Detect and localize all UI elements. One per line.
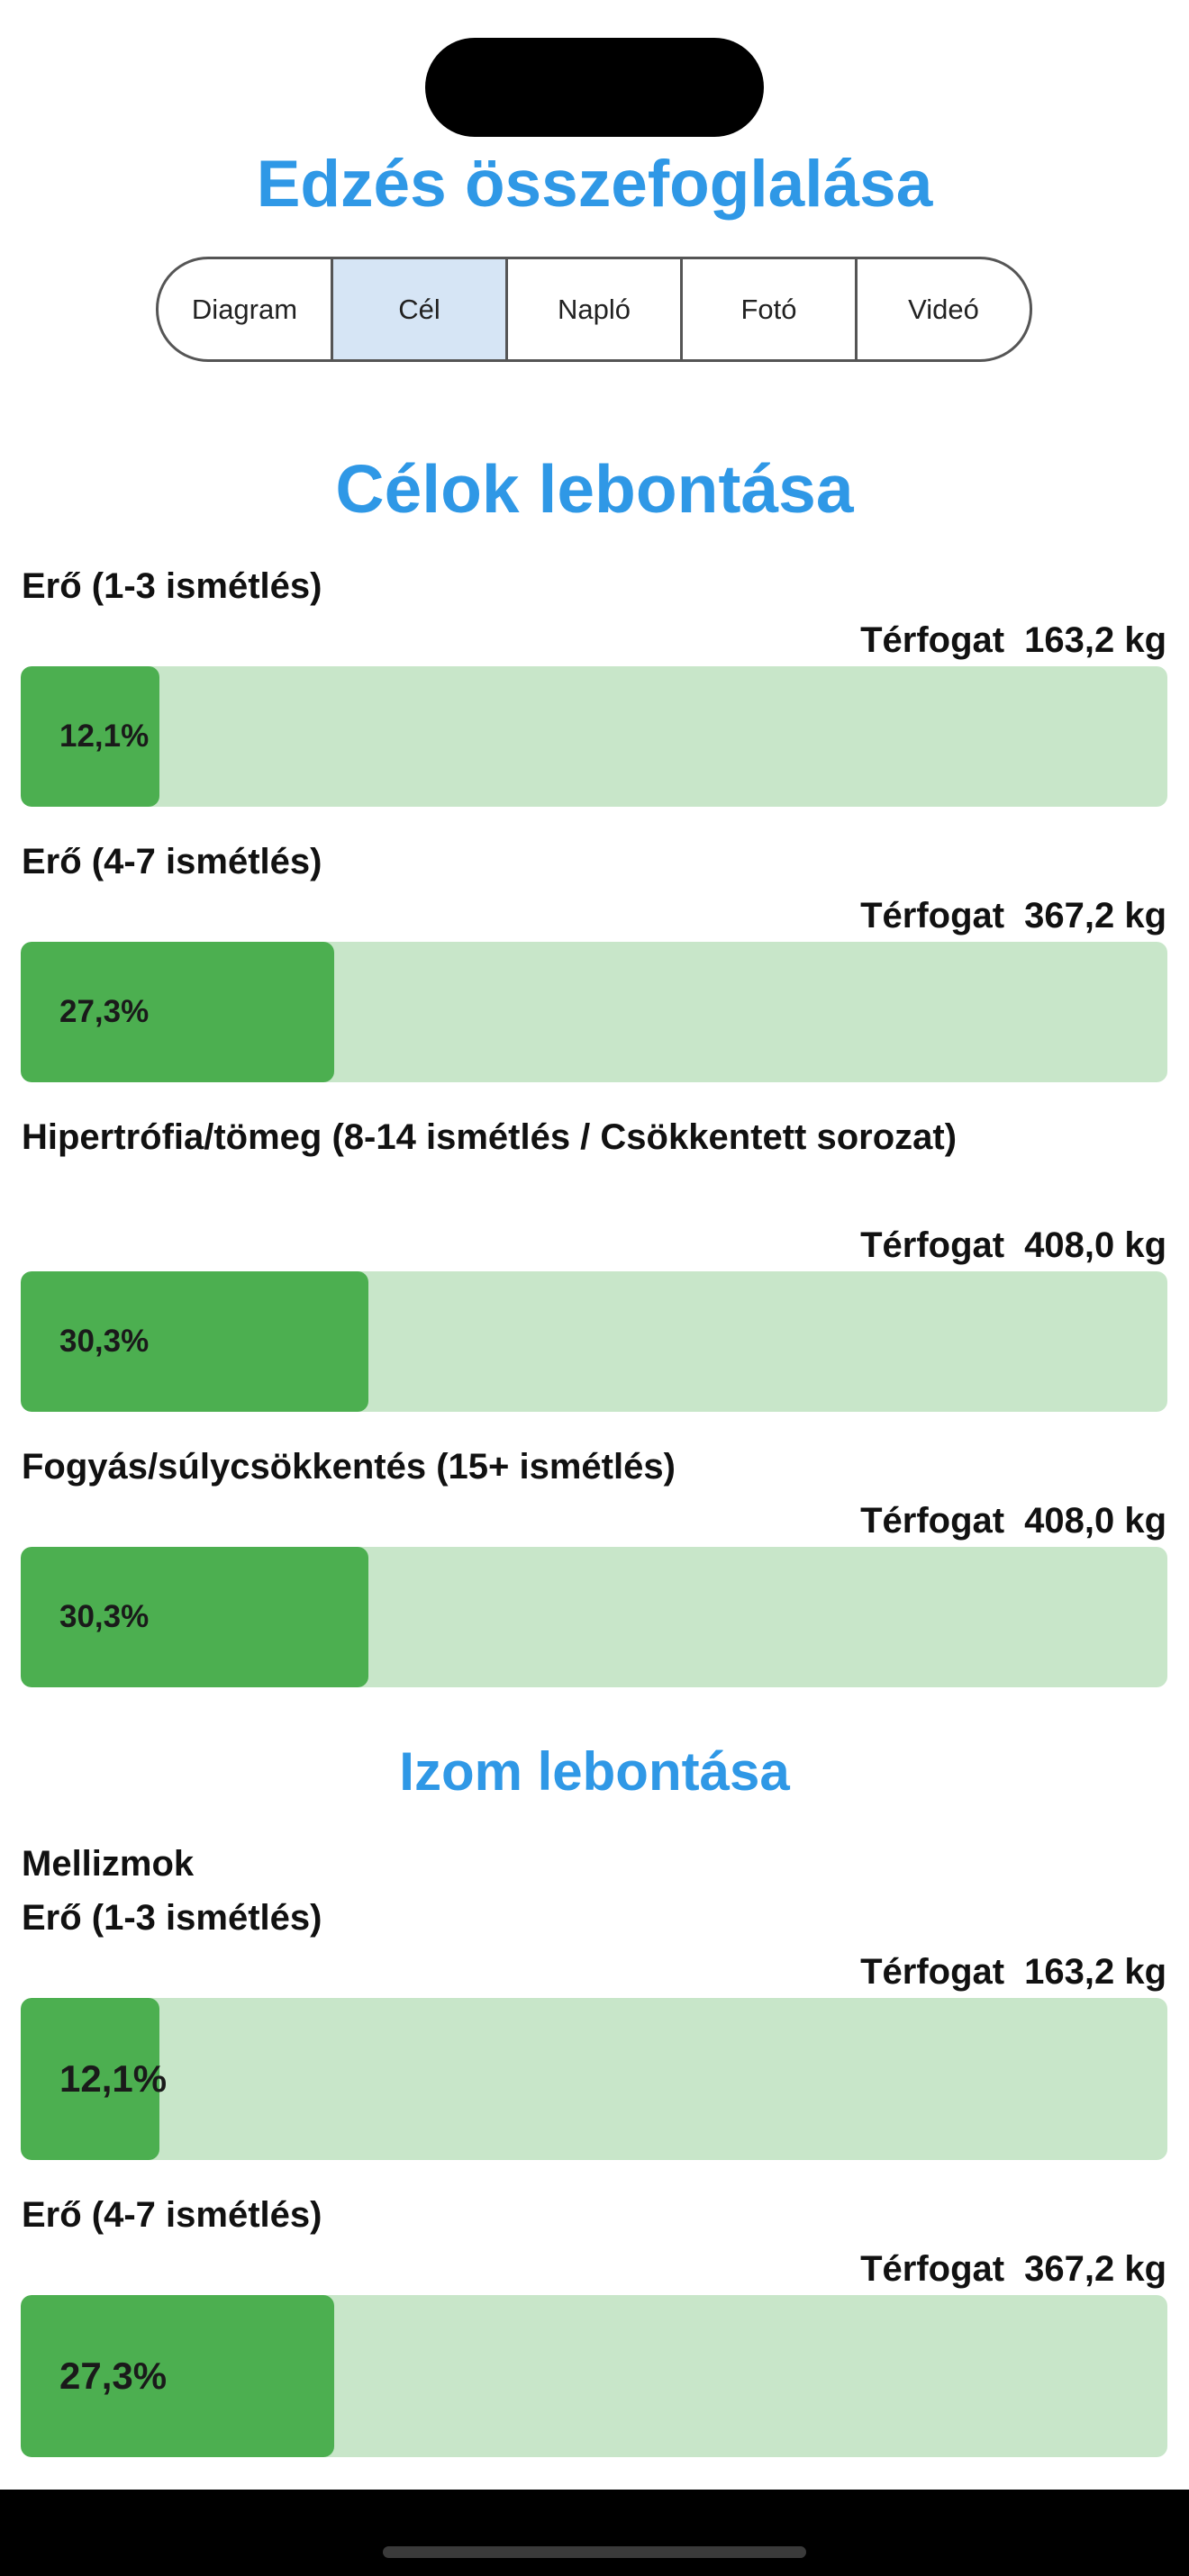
goal-progress-bar: 30,3% xyxy=(21,1271,1167,1412)
volume-value: 367,2 kg xyxy=(1024,2249,1166,2289)
volume-label: Térfogat xyxy=(860,896,1005,935)
volume-value: 163,2 kg xyxy=(1024,1952,1166,1992)
goal-progress-bar: 30,3% xyxy=(21,1547,1167,1687)
goal-volume: Térfogat 408,0 kg xyxy=(860,1494,1166,1548)
progress-percent: 30,3% xyxy=(59,1324,150,1359)
tab-cel[interactable]: Cél xyxy=(331,259,505,359)
progress-percent: 12,1% xyxy=(59,719,150,754)
volume-value: 408,0 kg xyxy=(1024,1225,1166,1265)
progress-fill xyxy=(21,942,334,1082)
progress-percent: 12,1% xyxy=(59,2057,168,2100)
goal-label: Fogyás/súlycsökkentés (15+ ismétlés) xyxy=(22,1447,676,1487)
volume-label: Térfogat xyxy=(860,2249,1005,2289)
tab-diagram[interactable]: Diagram xyxy=(191,293,298,325)
muscle-goal-label: Erő (4-7 ismétlés) xyxy=(22,2195,322,2235)
goal-label: Erő (1-3 ismétlés) xyxy=(22,566,322,606)
muscles-section-title: Izom lebontása xyxy=(399,1741,790,1802)
home-indicator[interactable] xyxy=(383,2546,806,2558)
volume-value: 408,0 kg xyxy=(1024,1501,1166,1541)
goal-volume: Térfogat 163,2 kg xyxy=(860,613,1166,667)
muscle-goal-volume: Térfogat 163,2 kg xyxy=(860,1945,1166,1999)
goal-label: Hipertrófia/tömeg (8-14 ismétlés / Csökk… xyxy=(22,1117,958,1157)
tab-naplo[interactable]: Napló xyxy=(505,259,680,359)
goal-progress-bar: 12,1% xyxy=(21,666,1167,807)
volume-value: 163,2 kg xyxy=(1024,620,1166,660)
progress-percent: 27,3% xyxy=(59,994,150,1029)
progress-fill xyxy=(21,666,160,807)
volume-label: Térfogat xyxy=(860,1952,1005,1992)
progress-fill xyxy=(21,1271,368,1412)
muscle-progress-bar: 12,1% xyxy=(21,1998,1167,2160)
goals-section-title: Célok lebontása xyxy=(335,451,854,527)
muscle-group-name: Mellizmok xyxy=(22,1844,195,1884)
dynamic-island xyxy=(425,38,764,137)
progress-fill xyxy=(21,1998,160,2160)
volume-label: Térfogat xyxy=(860,620,1005,660)
goal-progress-bar: 27,3% xyxy=(21,942,1167,1082)
muscle-progress-bar: 27,3% xyxy=(21,2295,1167,2457)
muscle-goal-label: Erő (1-3 ismétlés) xyxy=(22,1898,322,1938)
progress-fill xyxy=(21,1547,368,1687)
segmented-control: Diagram Cél Napló Fotó Videó xyxy=(156,257,1032,362)
goal-volume: Térfogat 408,0 kg xyxy=(860,1218,1166,1272)
progress-percent: 27,3% xyxy=(59,2355,168,2397)
volume-label: Térfogat xyxy=(860,1225,1005,1265)
volume-value: 367,2 kg xyxy=(1024,896,1166,935)
goal-label: Erő (4-7 ismétlés) xyxy=(22,842,322,881)
volume-label: Térfogat xyxy=(860,1501,1005,1541)
bottom-safe-area xyxy=(0,2490,1189,2576)
page-title: Edzés összefoglalása xyxy=(256,148,933,221)
tab-foto[interactable]: Fotó xyxy=(680,259,855,359)
progress-fill xyxy=(21,2295,334,2457)
goal-volume: Térfogat 367,2 kg xyxy=(860,889,1166,943)
tab-video[interactable]: Videó xyxy=(855,259,1030,359)
muscle-goal-volume: Térfogat 367,2 kg xyxy=(860,2242,1166,2296)
progress-percent: 30,3% xyxy=(59,1599,150,1634)
